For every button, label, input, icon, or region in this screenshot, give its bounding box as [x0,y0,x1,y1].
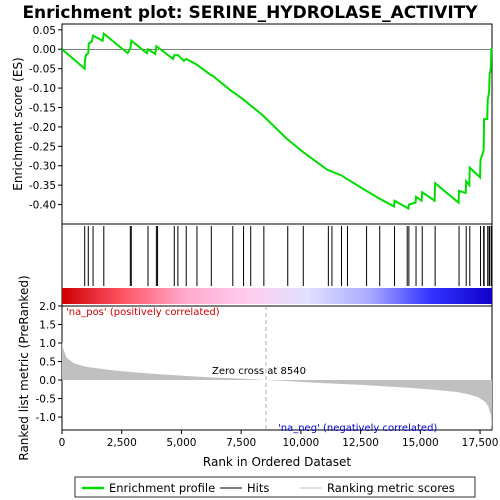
es-y-tick-label: -0.15 [29,102,56,114]
metric-y-tick-label: 0.0 [39,375,56,387]
es-y-tick-label: -0.10 [29,83,56,95]
legend: Enrichment profile Hits Ranking metric sco… [82,481,455,495]
x-tick-label: 2,500 [107,437,137,449]
metric-y-tick-label: 2.0 [39,301,56,313]
es-y-axis-label: Enrichment score (ES) [11,57,25,190]
x-tick-label: 15,000 [402,437,439,449]
x-axis-label: Rank in Ordered Dataset [203,455,351,469]
es-y-tick-label: 0.05 [33,25,56,37]
es-y-tick-label: -0.40 [29,200,56,212]
legend-entry: Enrichment profile [109,481,215,495]
x-tick-label: 17,500 [462,437,499,449]
x-axis: 0 2,500 5,000 7,500 10,000 12,500 15,000 17,500 [59,430,499,449]
es-y-tick-label: -0.20 [29,122,56,134]
x-tick-label: 0 [59,437,66,449]
es-y-tick-label: 0.00 [33,44,56,56]
positive-correlation-label: 'na_pos' (positively correlated) [66,307,220,318]
metric-plot-frame [61,305,493,431]
ranking-color-bar [62,288,492,304]
es-y-tick-label: -0.35 [29,180,56,192]
legend-entry: Ranking metric scores [327,481,455,495]
es-y-axis: 0.05 0.00 -0.05 -0.10 -0.15 -0.20 -0.25 -0.30 -0… [29,25,62,212]
metric-y-tick-label: 1.0 [39,338,56,350]
x-tick-label: 12,500 [342,437,379,449]
x-tick-label: 7,500 [226,437,256,449]
metric-y-tick-label: 1.5 [39,320,56,332]
chart-title: Enrichment plot: SERINE_HYDROLASE_ACTIVI… [22,3,478,23]
metric-y-tick-label: -1.0 [36,412,57,424]
legend-box [74,476,476,498]
zero-cross-label: Zero cross at 8540 [212,366,306,377]
x-tick-label: 10,000 [283,437,320,449]
ranking-metric-area [62,341,492,430]
metric-y-axis: 2.0 1.5 1.0 0.5 0.0 -0.5 -1.0 [36,301,62,424]
enrichment-profile-line [61,31,493,211]
es-plot-frame [61,23,493,225]
es-y-tick-label: -0.25 [29,141,56,153]
metric-y-tick-label: -0.5 [36,394,57,406]
es-y-tick-label: -0.30 [29,161,56,173]
negative-correlation-label: 'na_neg' (negatively correlated) [278,423,437,434]
legend-entry: Hits [247,481,269,495]
es-y-tick-label: -0.05 [29,64,56,76]
hits-markers [84,226,492,286]
metric-y-axis-label: Ranked list metric (PreRanked) [17,275,31,460]
x-tick-label: 5,000 [166,437,196,449]
metric-y-tick-label: 0.5 [39,357,56,369]
